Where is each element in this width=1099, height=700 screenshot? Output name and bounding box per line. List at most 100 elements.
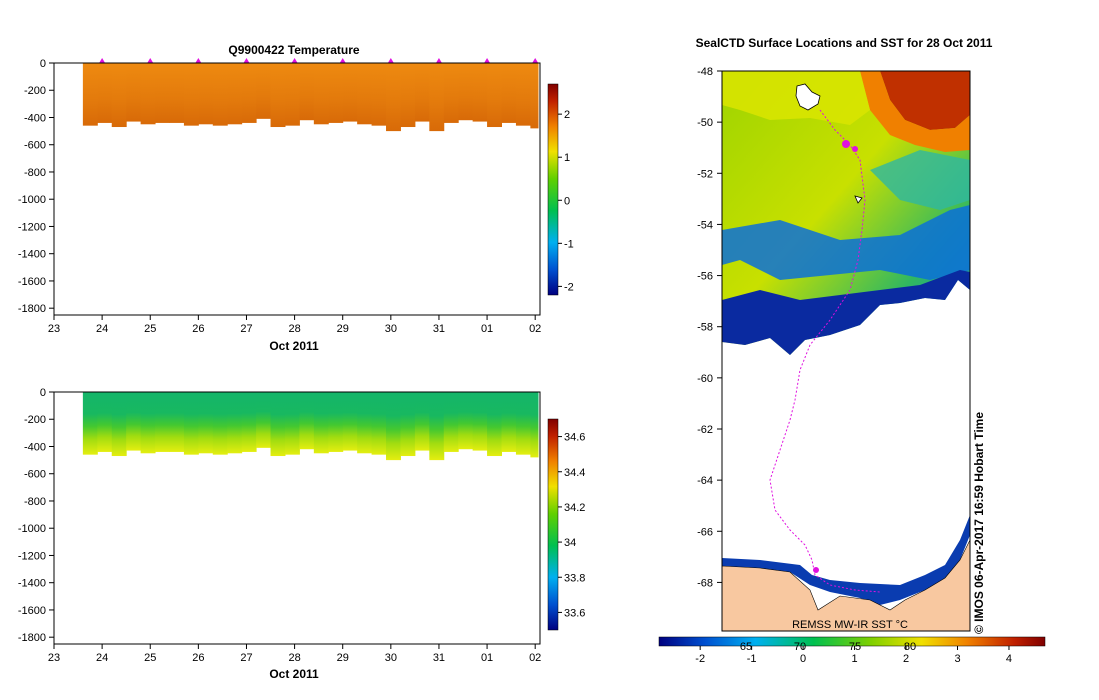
temperature-colorbar [547, 83, 559, 296]
profile-column [284, 392, 300, 455]
sst-colorbar-tick-label: -2 [695, 653, 705, 665]
surface-marker [339, 58, 346, 63]
sst-colorbar-tick-label: 2 [903, 653, 909, 665]
colorbar-tick-label: 2 [564, 109, 570, 121]
x-tick-label: 31 [433, 323, 445, 335]
profile-column [155, 392, 170, 452]
profile-column [386, 392, 401, 461]
profile-column [183, 392, 199, 455]
surface-markers [99, 58, 539, 63]
longitude-labels: 65 70 75 80 [740, 641, 916, 653]
colorbar-tick-label: 33.8 [564, 572, 585, 584]
longitude-label: 80 [904, 641, 916, 653]
colorbar-tick-label: 1 [564, 152, 570, 164]
profile-column [140, 392, 156, 454]
lat-tick-label: -52 [697, 168, 713, 180]
profile-column [111, 63, 127, 128]
profile-column [82, 392, 98, 455]
lat-tick-label: -64 [697, 475, 713, 487]
y-tick-label: 0 [40, 58, 46, 70]
lat-tick-label: -50 [697, 117, 713, 129]
y-tick-label: -1600 [18, 276, 46, 288]
sst-colorbar-tick-label: 4 [1006, 653, 1012, 665]
surface-marker [243, 58, 250, 63]
map-frame [721, 70, 971, 632]
y-tick-label: -1200 [18, 550, 46, 562]
surface-marker [99, 58, 106, 63]
profile-column [515, 63, 531, 126]
profile-column [284, 63, 300, 126]
y-tick-label: -1800 [18, 632, 46, 644]
x-tick-label: 23 [48, 323, 60, 335]
profile-column [313, 63, 329, 125]
seal-track [769, 109, 881, 593]
profile-column [97, 392, 113, 452]
profile-column [414, 392, 430, 451]
profile-column [414, 63, 430, 122]
y-tick-label: -1200 [18, 221, 46, 233]
salinity-colorbar-ticks: 34.6 34.4 34.2 34 33.8 33.6 [558, 432, 585, 619]
profile-column [400, 392, 416, 457]
y-tick-label: -400 [24, 112, 46, 124]
temperature-chart-title: Q9900422 Temperature [228, 43, 360, 57]
profile-column [299, 63, 315, 121]
profile-column [342, 392, 358, 451]
profile-column [357, 63, 373, 125]
sst-colorbar-tick-label: 3 [954, 653, 960, 665]
profile-column [501, 63, 517, 123]
profile-column [429, 392, 445, 461]
profile-column [111, 392, 127, 457]
profile-column [443, 392, 459, 452]
profile-column [530, 63, 539, 129]
profile-column [443, 63, 459, 123]
y-tick-label: -1000 [18, 194, 46, 206]
sst-colorbar-tick-label: -1 [747, 653, 757, 665]
profile-column [97, 63, 113, 123]
x-tick-label: 01 [481, 652, 493, 664]
profile-column [458, 63, 474, 121]
x-tick-label: 24 [96, 323, 108, 335]
x-tick-label: 31 [433, 652, 445, 664]
y-tick-label: -400 [24, 441, 46, 453]
sst-warm-margin [860, 71, 970, 152]
salinity-x-axis-label: Oct 2011 [269, 667, 319, 681]
colorbar-tick-label: 34.6 [564, 432, 585, 444]
profile-column [183, 63, 199, 126]
temperature-plot-frame [53, 62, 541, 316]
profile-column [227, 63, 243, 125]
surface-marker [147, 58, 154, 63]
lat-tick-label: -62 [697, 424, 713, 436]
lat-tick-label: -66 [697, 526, 713, 538]
map-title: SealCTD Surface Locations and SST for 28… [696, 36, 993, 50]
profile-column [530, 392, 539, 458]
salinity-y-axis: 0 -200 -400 -600 -800 -1000 -1200 -1400 -1600 -18… [18, 387, 54, 644]
sst-colorbar-tick-label: 0 [800, 653, 806, 665]
salinity-plot-frame [53, 391, 541, 645]
temperature-section-chart: Q9900422 Temperature 0 -200 -400 -600 -800 -1… [18, 43, 574, 353]
profile-column [472, 63, 488, 122]
x-tick-label: 28 [288, 323, 300, 335]
sst-product-label: REMSS MW-IR SST °C [792, 619, 908, 631]
colorbar-tick-label: 34.4 [564, 467, 585, 479]
profile-column [256, 63, 272, 119]
profile-column [241, 392, 257, 452]
profile-column [400, 63, 416, 128]
y-tick-label: -600 [24, 469, 46, 481]
x-tick-label: 02 [529, 652, 541, 664]
lat-tick-label: -54 [697, 219, 713, 231]
lat-tick-label: -60 [697, 373, 713, 385]
x-tick-label: 30 [385, 652, 397, 664]
profile-column [227, 392, 243, 454]
surface-marker [387, 58, 394, 63]
y-tick-label: -800 [24, 496, 46, 508]
profile-column [241, 63, 257, 123]
profile-column [501, 392, 517, 452]
profile-column [328, 63, 344, 123]
x-tick-label: 24 [96, 652, 108, 664]
x-tick-label: 30 [385, 323, 397, 335]
temperature-colorbar-ticks: 2 1 0 -1 -2 [558, 109, 574, 293]
map-latitude-axis: -48 -50 -52 -54 -56 -58 -60 -62 -64 -66 -68 [697, 66, 722, 589]
x-tick-label: 01 [481, 323, 493, 335]
salinity-profiles [82, 392, 539, 461]
surface-marker [484, 58, 491, 63]
